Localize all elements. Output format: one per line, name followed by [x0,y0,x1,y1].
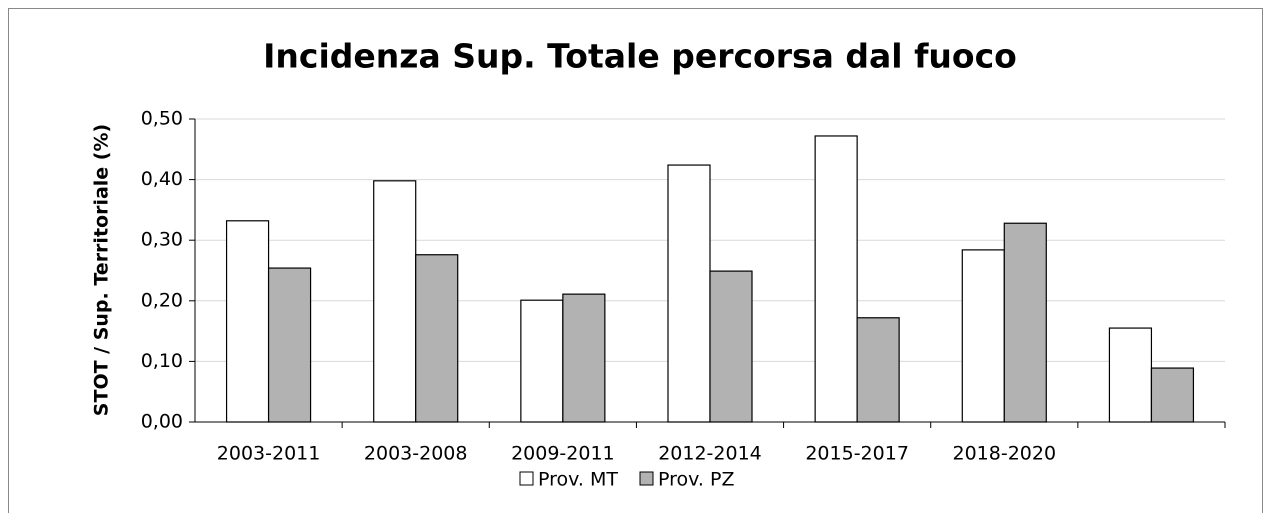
bar [1150,367,1195,423]
x-tick-label: 2018-2020 [952,443,1056,465]
bar [1003,222,1047,423]
bar [225,220,270,423]
chart-title: Incidenza Sup. Totale percorsa dal fuoco [263,37,1017,76]
y-tick-label: 0,30 [141,229,183,251]
bar [814,135,858,423]
bar [856,317,900,423]
bar [667,164,711,423]
x-tick-label: 2003-2011 [217,443,321,465]
chart-frame [8,8,1263,513]
legend-swatch [639,471,654,486]
y-tick-label: 0,40 [141,168,183,190]
x-tick-label: 2015-2017 [805,443,909,465]
x-tick-label: 2009-2011 [511,443,615,465]
legend-label: Prov. MT [538,469,618,491]
bar [415,254,459,423]
y-axis-title: STOT / Sup. Territoriale (%) [91,124,113,416]
y-tick-label: 0,10 [141,350,183,372]
bar [961,249,1005,423]
bar [373,180,417,423]
x-tick-label: 2012-2014 [658,443,762,465]
bar [520,299,564,423]
bar [709,270,753,423]
y-tick-label: 0,50 [141,108,183,130]
bar [267,267,312,423]
x-tick-label: 2003-2008 [364,443,468,465]
y-tick-label: 0,20 [141,289,183,311]
bar [562,293,606,423]
y-tick-label: 0,00 [141,411,183,433]
legend-label: Prov. PZ [658,469,734,491]
legend-swatch [519,471,534,486]
bar [1108,327,1153,423]
